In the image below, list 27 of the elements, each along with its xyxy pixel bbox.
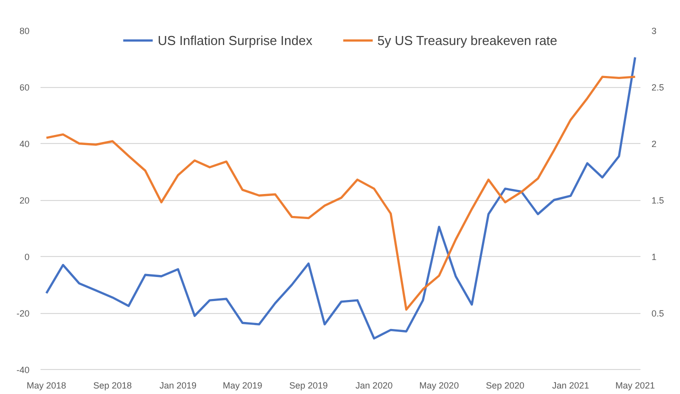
x-tick-label: Sep 2020	[486, 380, 524, 390]
y-tick-label: -20	[16, 308, 30, 318]
legend-label: 5y US Treasury breakeven rate	[377, 32, 558, 48]
x-tick-label: Jan 2021	[552, 380, 590, 390]
x-tick-label: May 2018	[26, 380, 66, 390]
y-tick-label: 40	[19, 139, 30, 149]
y-tick-label: 60	[19, 82, 30, 92]
y2-tick-label: 1.5	[652, 196, 664, 206]
x-tick-label: Sep 2019	[289, 380, 328, 390]
y2-tick-label: 2.5	[652, 82, 664, 92]
x-tick-label: May 2020	[419, 380, 459, 390]
line-series	[45, 76, 636, 311]
y2-tick-label: 1	[652, 252, 657, 262]
y-tick-label: -40	[16, 365, 30, 375]
y-tick-label: 20	[19, 196, 30, 206]
x-tick-label: Jan 2020	[356, 380, 393, 390]
x-tick-label: Sep 2018	[93, 380, 132, 390]
line-series	[45, 56, 636, 340]
y2-tick-label: 0.5	[652, 308, 664, 318]
x-tick-label: Jan 2019	[159, 380, 197, 390]
x-tick-label: May 2019	[222, 380, 262, 390]
legend-label: US Inflation Surprise Index	[158, 32, 312, 48]
y2-tick-label: 2	[652, 139, 657, 149]
y2-tick-label: 3	[652, 26, 657, 36]
x-tick-label: May 2021	[615, 380, 655, 390]
y-tick-label: 0	[24, 252, 30, 262]
y-tick-label: 80	[19, 26, 30, 36]
